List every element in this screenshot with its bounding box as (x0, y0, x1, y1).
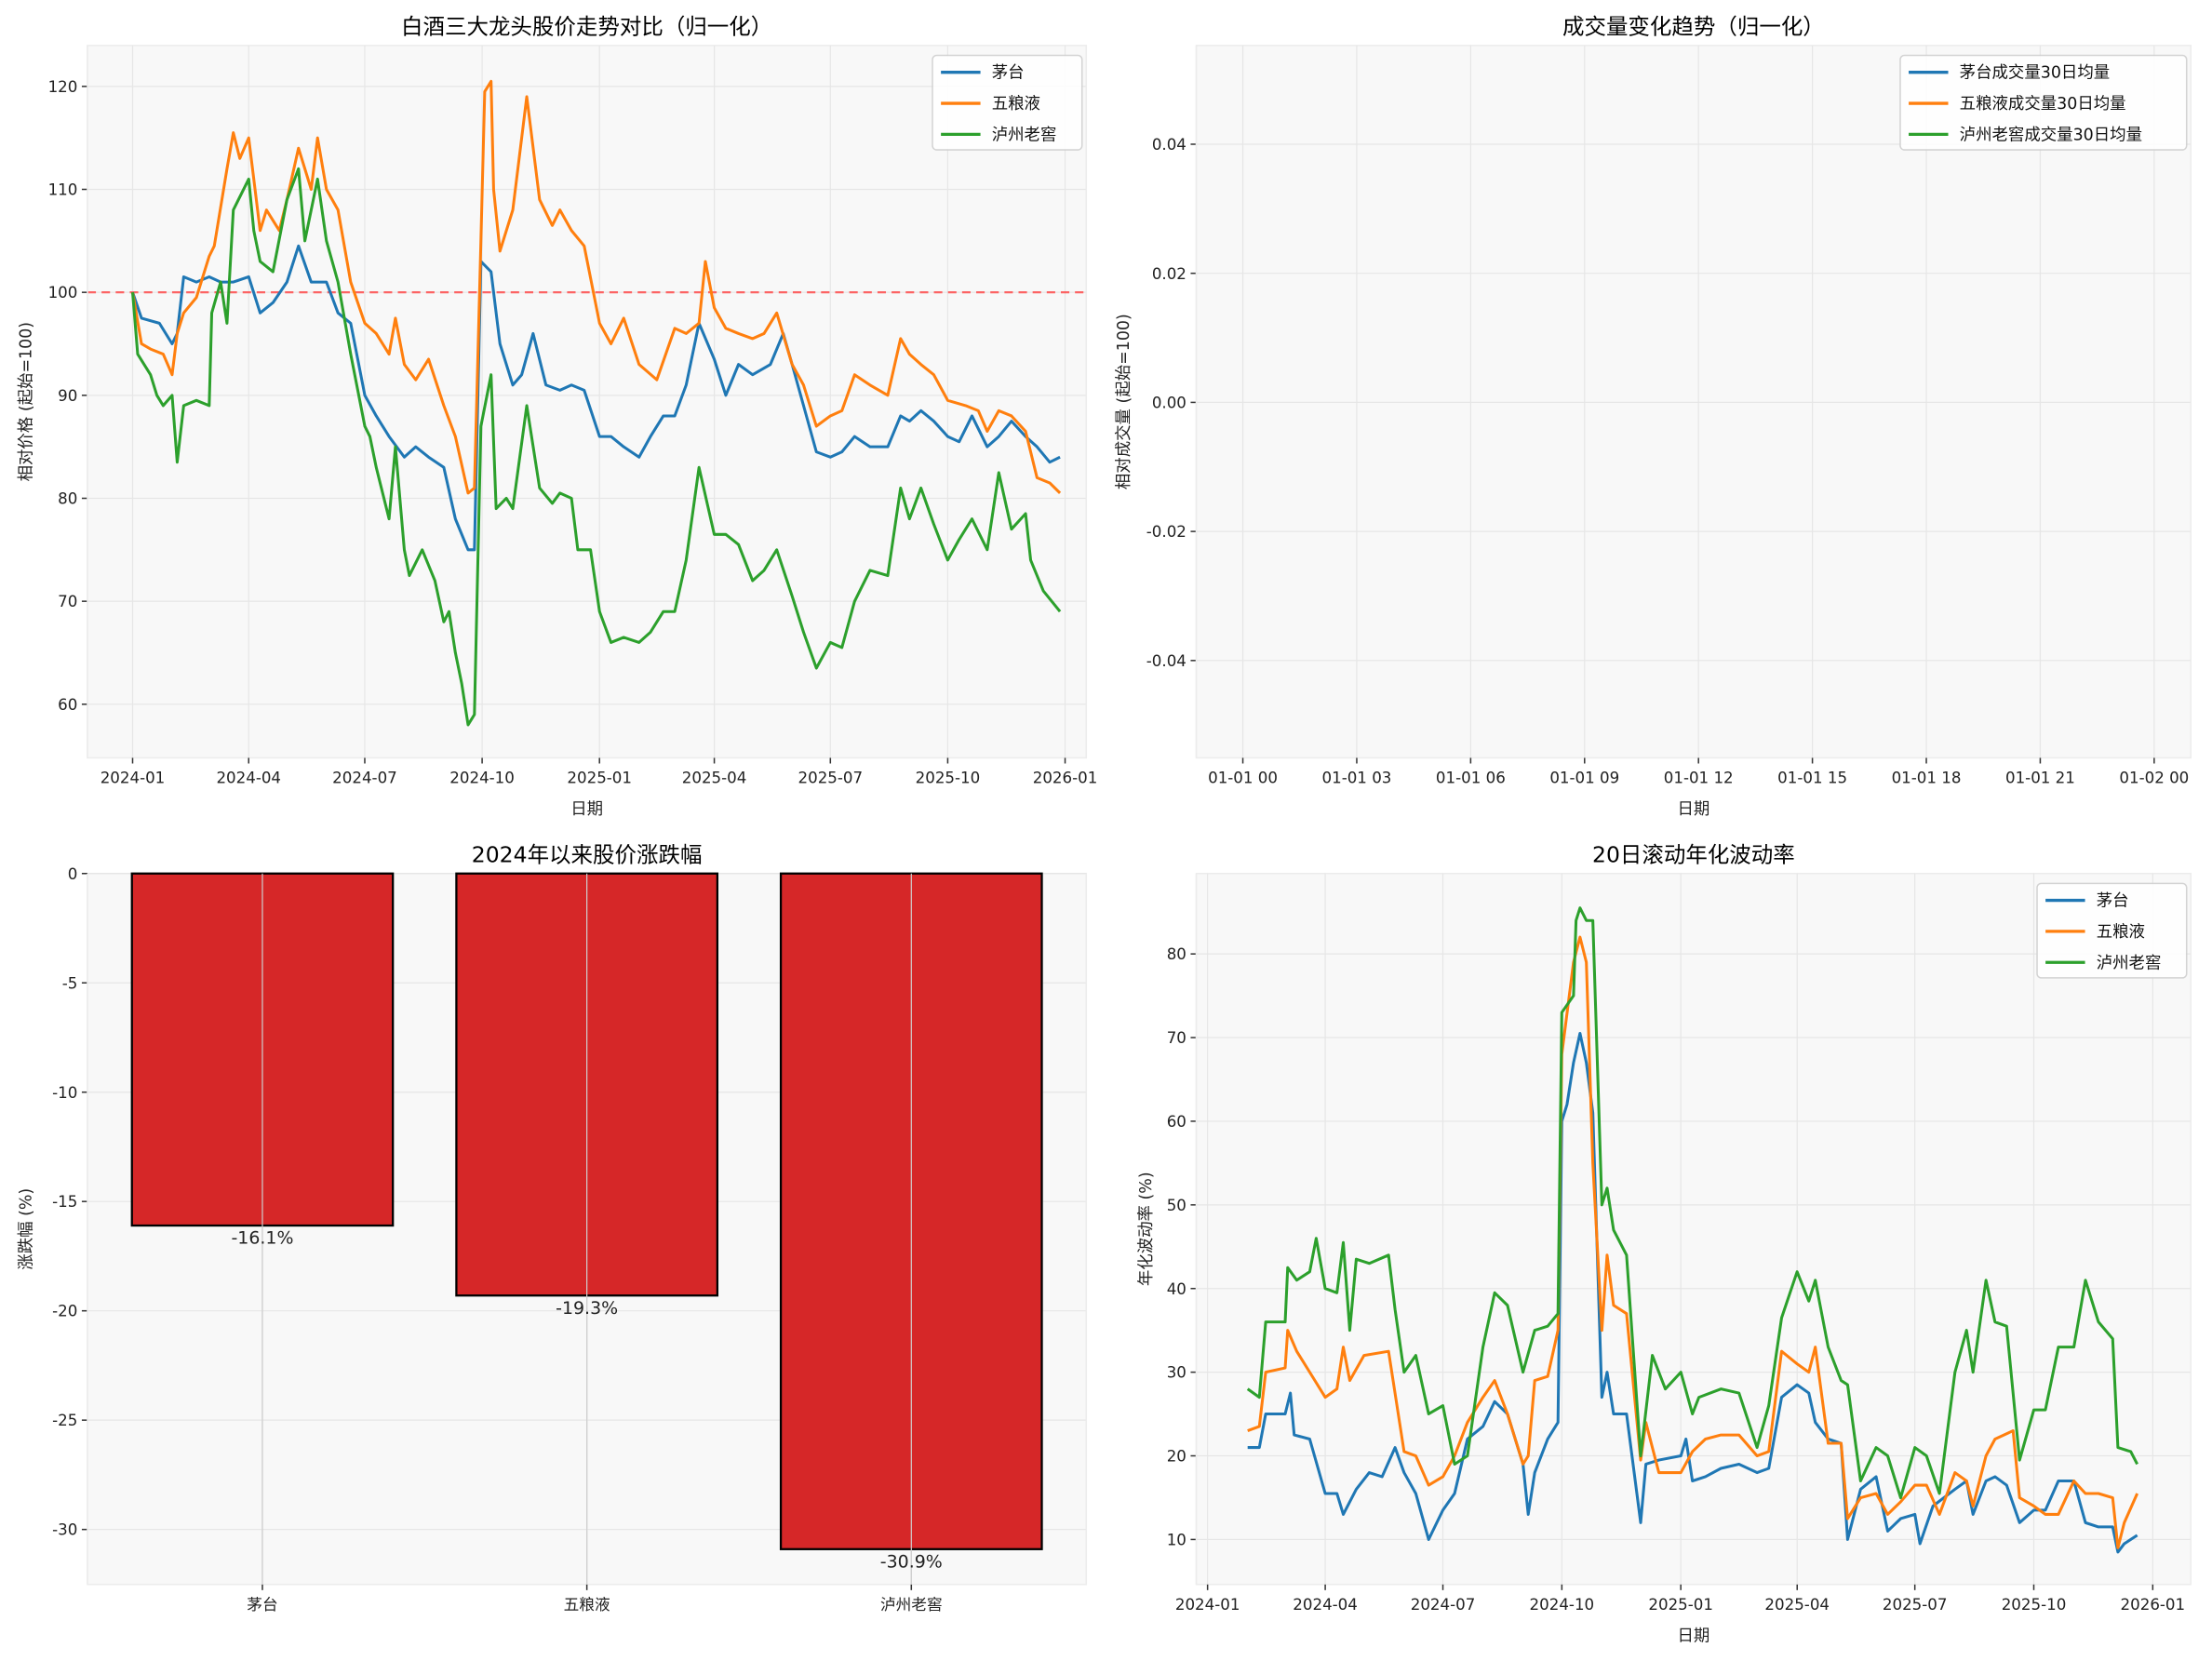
y-tick-label: 70 (1167, 1029, 1186, 1047)
x-tick-label: 2024-04 (1293, 1596, 1358, 1614)
y-tick-label: 20 (1167, 1448, 1186, 1466)
x-tick-label: 01-01 18 (1892, 770, 1962, 787)
y-tick-label: 90 (58, 387, 77, 405)
y-axis-label: 涨跌幅 (%) (17, 1188, 35, 1270)
x-tick-label: 2024-10 (449, 770, 515, 787)
y-axis-label: 相对成交量 (起始=100) (1115, 314, 1133, 489)
x-tick-label: 泸州老窖 (880, 1596, 943, 1614)
y-tick-label: -20 (52, 1303, 77, 1320)
y-tick-label: -0.02 (1146, 523, 1186, 541)
y-tick-label: -10 (52, 1084, 77, 1102)
legend-label: 茅台 (992, 64, 1025, 83)
chart-3: 茅台 五粮液 泸州老窖 0 -5 -10 -15 -20 -25 -30 2024年以来股价涨跌幅涨… (17, 842, 1088, 1614)
x-tick-label: 2025-04 (682, 770, 747, 787)
y-tick-label: -5 (62, 974, 78, 992)
chart-title: 2024年以来股价涨跌幅 (472, 842, 703, 868)
x-tick-label: 2024-01 (101, 770, 166, 787)
chart-1: 2024-01 2024-04 2024-07 2024-10 2025-01 2025-… (17, 14, 1097, 819)
y-axis-label: 相对价格 (起始=100) (17, 322, 35, 482)
y-tick-label: 0.00 (1152, 394, 1186, 411)
x-axis-label: 日期 (1677, 1627, 1709, 1645)
y-tick-label: 100 (48, 284, 78, 301)
legend-box (932, 54, 1083, 151)
series-line-1 (1247, 1031, 2138, 1554)
series-line-3 (130, 167, 1062, 727)
x-tick-label: 2024-04 (216, 770, 281, 787)
x-tick-label: 01-01 15 (1777, 770, 1847, 787)
y-tick-label: 60 (1167, 1113, 1186, 1131)
chart-title: 成交量变化趋势（归一化） (1562, 14, 1825, 40)
y-tick-label: 0.04 (1152, 136, 1186, 154)
x-tick-label: 2025-10 (916, 770, 981, 787)
x-tick-label: 2025-07 (798, 770, 864, 787)
y-tick-label: 30 (1167, 1364, 1186, 1382)
y-tick-label: 0 (68, 865, 78, 883)
y-tick-label: -30 (52, 1521, 77, 1539)
x-tick-label: 01-01 03 (1322, 770, 1392, 787)
y-tick-label: 0.02 (1152, 265, 1186, 283)
legend-label: 五粮液成交量30日均量 (1960, 95, 2126, 114)
x-tick-label: 01-01 06 (1436, 770, 1506, 787)
chart-title: 20日滚动年化波动率 (1592, 842, 1795, 868)
legend-label: 茅台 (2097, 892, 2129, 911)
x-tick-label: 01-01 09 (1549, 770, 1619, 787)
legend-label: 泸州老窖 (2097, 954, 2162, 972)
y-tick-label: -25 (52, 1412, 77, 1429)
legend-label: 五粮液 (2097, 923, 2145, 942)
chart-2: 01-01 00 01-01 03 01-01 06 01-01 09 01-01 12… (1115, 14, 2192, 819)
x-tick-label: 2024-01 (1175, 1596, 1240, 1614)
x-tick-label: 01-01 00 (1208, 770, 1278, 787)
x-tick-label: 2026-01 (1033, 770, 1098, 787)
x-tick-label: 2025-04 (1764, 1596, 1830, 1614)
y-tick-label: -0.04 (1146, 652, 1186, 670)
x-tick-label: 2024-10 (1530, 1596, 1595, 1614)
plot-area (1195, 45, 2192, 759)
legend-label: 茅台成交量30日均量 (1960, 64, 2111, 83)
legend-label: 五粮液 (992, 95, 1040, 114)
y-tick-label: 80 (1167, 945, 1186, 963)
legend-label: 泸州老窖成交量30日均量 (1960, 126, 2142, 144)
y-tick-label: 110 (48, 181, 78, 199)
x-tick-label: 五粮液 (564, 1596, 610, 1614)
series-line-3 (1246, 906, 2139, 1500)
x-tick-label: 2024-07 (1411, 1596, 1476, 1614)
legend-box (2036, 882, 2188, 979)
legend-label: 泸州老窖 (992, 126, 1057, 144)
chart-title: 白酒三大龙头股价走势对比（归一化） (401, 14, 772, 40)
y-tick-label: 120 (48, 78, 78, 96)
x-tick-label: 2025-07 (1883, 1596, 1948, 1614)
y-tick-label: 70 (58, 593, 77, 610)
y-tick-label: 50 (1167, 1197, 1186, 1214)
y-tick-label: 80 (58, 490, 77, 508)
data-label: -19.3% (556, 1298, 618, 1319)
x-axis-label: 日期 (570, 800, 603, 819)
y-tick-label: 10 (1167, 1531, 1186, 1548)
x-tick-label: 01-02 00 (2119, 770, 2189, 787)
plot-area (1195, 872, 2192, 1586)
y-tick-label: -15 (52, 1193, 77, 1211)
x-axis-label: 日期 (1677, 800, 1709, 819)
x-tick-label: 2025-10 (2002, 1596, 2067, 1614)
x-tick-label: 2025-01 (1648, 1596, 1713, 1614)
legend-box (1899, 54, 2188, 151)
chart-4: 2024-01 2024-04 2024-07 2024-10 2025-01 2025-… (1137, 842, 2192, 1645)
series-line-1 (131, 244, 1061, 552)
x-tick-label: 2026-01 (2121, 1596, 2186, 1614)
series-line-2 (131, 79, 1062, 495)
data-label: -16.1% (231, 1228, 293, 1249)
series-line-2 (1247, 935, 2139, 1549)
x-tick-label: 茅台 (247, 1596, 277, 1614)
y-tick-label: 60 (58, 696, 77, 714)
x-tick-label: 2025-01 (567, 770, 632, 787)
y-tick-label: 40 (1167, 1280, 1186, 1298)
x-tick-label: 2024-07 (332, 770, 397, 787)
y-axis-label: 年化波动率 (%) (1137, 1172, 1156, 1286)
x-tick-label: 01-01 21 (2005, 770, 2075, 787)
data-label: -30.9% (880, 1552, 943, 1573)
x-tick-label: 01-01 12 (1664, 770, 1734, 787)
